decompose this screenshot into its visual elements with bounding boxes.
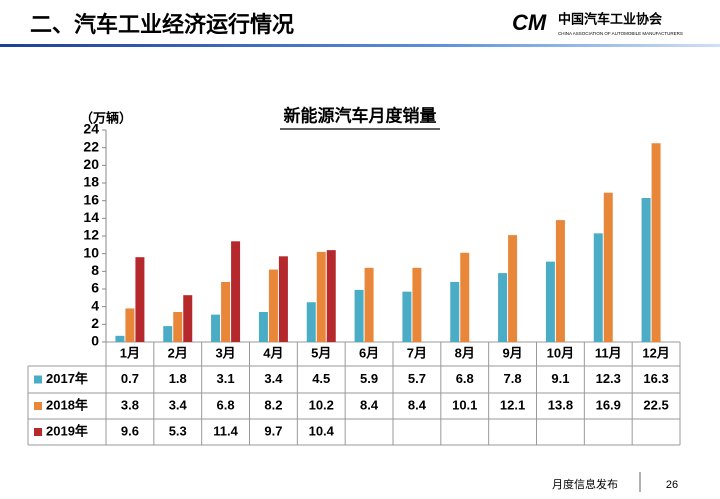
table-value: 10.4	[309, 423, 335, 438]
bar	[221, 281, 231, 342]
y-tick-label: 14	[83, 209, 99, 225]
legend-label: 2019年	[46, 423, 88, 438]
table-value: 22.5	[643, 397, 668, 412]
table-value: 8.4	[408, 397, 427, 412]
table-value: 16.9	[596, 397, 621, 412]
x-tick-label: 9月	[502, 345, 522, 360]
bar	[326, 250, 336, 342]
y-tick-label: 0	[91, 333, 99, 349]
bar	[508, 235, 518, 342]
y-tick-label: 22	[83, 138, 99, 154]
logo-mark: CM	[512, 10, 547, 35]
slide-title: 二、汽车工业经济运行情况	[30, 12, 294, 37]
bar	[641, 198, 651, 342]
table-value: 9.1	[551, 371, 569, 386]
bar	[651, 143, 661, 342]
bar	[354, 289, 364, 342]
chart-title: 新能源汽车月度销量	[284, 105, 437, 125]
y-tick-label: 8	[91, 262, 99, 278]
bar	[316, 251, 326, 342]
table-value: 12.1	[500, 397, 525, 412]
bar	[412, 267, 422, 342]
legend-label: 2018年	[46, 397, 88, 412]
y-tick-label: 10	[83, 244, 99, 260]
legend-swatch	[34, 428, 42, 436]
table-value: 3.4	[264, 371, 283, 386]
page-number: 26	[666, 479, 678, 491]
bar	[173, 311, 183, 342]
table-value: 4.5	[312, 371, 330, 386]
table-value: 3.8	[121, 397, 139, 412]
bar	[555, 220, 565, 342]
y-tick-label: 4	[91, 297, 99, 313]
bar	[545, 261, 555, 342]
table-value: 5.3	[169, 423, 187, 438]
table-value: 11.4	[213, 423, 238, 438]
legend-label: 2017年	[46, 371, 88, 386]
table-value: 9.7	[264, 423, 282, 438]
x-tick-label: 6月	[359, 345, 379, 360]
table-value: 0.7	[121, 371, 139, 386]
bar	[402, 291, 412, 342]
table-value: 5.9	[360, 371, 378, 386]
x-tick-label: 3月	[215, 345, 235, 360]
y-tick-label: 12	[83, 227, 99, 243]
y-tick-label: 16	[83, 191, 99, 207]
bar	[211, 314, 221, 342]
bar	[125, 308, 135, 342]
table-value: 8.4	[360, 397, 379, 412]
table-value: 12.3	[596, 371, 621, 386]
y-tick-label: 18	[83, 174, 99, 190]
bar	[603, 192, 613, 342]
x-tick-label: 5月	[311, 345, 331, 360]
legend-swatch	[34, 402, 42, 410]
bar	[135, 257, 145, 342]
table-value: 10.1	[452, 397, 477, 412]
x-tick-label: 1月	[120, 345, 140, 360]
bar	[306, 302, 316, 342]
table-value: 9.6	[121, 423, 139, 438]
legend-swatch	[34, 375, 42, 384]
table-value: 3.4	[169, 397, 188, 412]
table-value: 5.7	[408, 371, 426, 386]
table-value: 8.2	[264, 397, 282, 412]
table-value: 7.8	[504, 371, 522, 386]
bar	[268, 269, 278, 342]
table-value: 3.1	[217, 371, 235, 386]
x-tick-label: 8月	[455, 345, 475, 360]
bar	[163, 326, 173, 342]
y-tick-label: 6	[91, 280, 99, 296]
x-tick-label: 7月	[407, 345, 427, 360]
logo-english: CHINA ASSOCIATION OF AUTOMOBILE MANUFACT…	[558, 31, 683, 36]
x-tick-label: 4月	[263, 345, 283, 360]
bar	[364, 267, 374, 342]
table-value: 1.8	[169, 371, 187, 386]
bar	[115, 335, 125, 342]
table-value: 13.8	[548, 397, 573, 412]
header-rule	[0, 44, 720, 47]
y-tick-label: 2	[91, 315, 99, 331]
table-value: 6.8	[217, 397, 235, 412]
bar	[593, 233, 603, 342]
bar	[231, 241, 241, 342]
x-tick-label: 10月	[547, 345, 574, 360]
bar	[278, 256, 288, 342]
bar	[460, 252, 470, 342]
footer-label: 月度信息发布	[552, 477, 618, 491]
x-tick-label: 12月	[642, 345, 669, 360]
bar	[498, 273, 508, 342]
table-value: 16.3	[643, 371, 668, 386]
bar	[183, 295, 193, 342]
x-tick-label: 11月	[595, 345, 622, 360]
table-value: 6.8	[456, 371, 474, 386]
y-tick-label: 24	[83, 121, 99, 137]
logo-name: 中国汽车工业协会	[558, 11, 663, 26]
bar	[450, 281, 460, 342]
bar	[258, 311, 268, 342]
y-axis-label: （万辆）	[80, 110, 132, 125]
y-tick-label: 20	[83, 156, 99, 172]
x-tick-label: 2月	[168, 345, 188, 360]
table-value: 10.2	[309, 397, 334, 412]
